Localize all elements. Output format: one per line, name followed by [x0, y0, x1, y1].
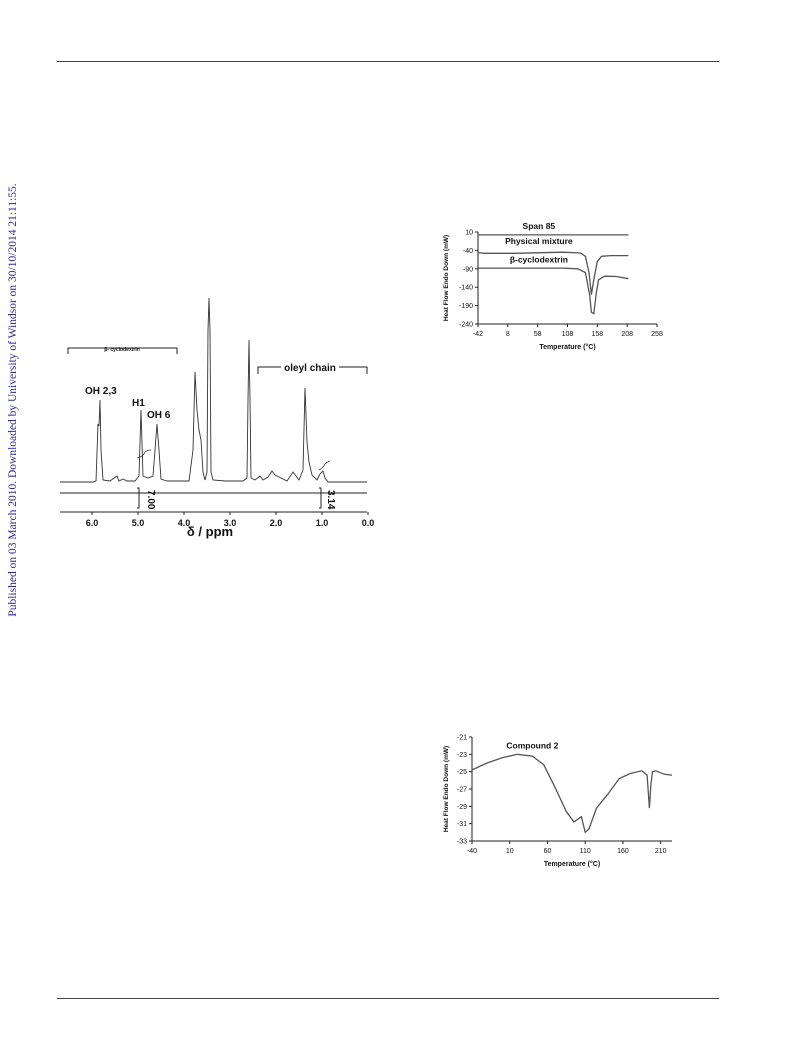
- integral-value-1: 7.00: [145, 490, 156, 510]
- y-tick-label: -31: [457, 821, 467, 828]
- nmr-tick-label: 2.0: [270, 518, 283, 528]
- x-tick-label: 8: [506, 331, 510, 338]
- nmr-spectrum: β- cyclodextrin oleyl chain OH 2,3 H1 OH…: [60, 297, 375, 539]
- series-label: Compound 2: [506, 740, 558, 750]
- series-label: β-cyclodextrin: [510, 255, 568, 265]
- nmr-tick-label: 0.0: [362, 518, 375, 528]
- region-cyclodextrin-label: β- cyclodextrin: [104, 347, 140, 353]
- y-tick-label: -240: [459, 322, 473, 329]
- x-tick-label: 58: [534, 331, 542, 338]
- x-tick-label: 160: [617, 848, 629, 855]
- series-line: [471, 753, 673, 834]
- region-cyclodextrin: β- cyclodextrin: [67, 347, 178, 354]
- dsc-chart-2: -21 -23 -25 -27 -29 -31 -33-40 10 60 110 160 210 Tem…: [443, 735, 673, 868]
- integral-curve-2: [318, 460, 331, 471]
- nmr-x-axis-label: δ / ppm: [187, 524, 233, 539]
- x-tick-label: -42: [473, 331, 483, 338]
- x-tick-label: 158: [591, 331, 603, 338]
- y-axis-title: Heat Flow Endo Down (mW): [443, 235, 450, 321]
- peak-label-oh6: OH 6: [147, 410, 171, 421]
- series-line: [478, 267, 629, 315]
- nmr-spectrum-trace: [60, 297, 367, 483]
- x-tick-label: 258: [651, 331, 663, 338]
- x-tick-label: 208: [621, 331, 633, 338]
- y-tick-label: -90: [463, 266, 473, 273]
- nmr-tick-label: 1.0: [316, 518, 329, 528]
- x-tick-label: 60: [544, 848, 552, 855]
- y-tick-label: -33: [457, 839, 467, 846]
- publication-note: Published on 03 March 2010. Downloaded b…: [2, 160, 24, 640]
- x-tick-label: 210: [655, 848, 667, 855]
- y-tick-label: -29: [457, 804, 467, 811]
- y-tick-label: -25: [457, 769, 467, 776]
- x-tick-label: 10: [506, 848, 514, 855]
- y-tick-label: -190: [459, 303, 473, 310]
- region-oleyl-chain: oleyl chain: [257, 361, 368, 374]
- nmr-tick-label: 3.0: [224, 518, 237, 528]
- series-line: [477, 251, 629, 295]
- x-axis-title: Temperature (°C): [539, 343, 595, 351]
- integral-bracket-1: [137, 487, 140, 509]
- nmr-ticks: 6.0 5.0 4.0 3.0 2.0 1.0 0.0: [86, 512, 375, 528]
- x-tick-label: 108: [562, 331, 574, 338]
- y-axis-title: Heat Flow Endo Down (mW): [443, 746, 450, 832]
- series-label: Span 85: [523, 221, 556, 231]
- peak-label-h1: H1: [132, 398, 145, 409]
- y-tick-label: -40: [463, 248, 473, 255]
- x-axis-title: Temperature (°C): [544, 860, 600, 868]
- region-oleyl-label: oleyl chain: [284, 363, 336, 374]
- nmr-tick-label: 6.0: [86, 518, 99, 528]
- y-tick-label: 10: [465, 230, 473, 237]
- integral-value-2: 3.14: [325, 490, 336, 510]
- x-tick-label: -40: [467, 848, 477, 855]
- y-tick-label: -23: [457, 752, 467, 759]
- y-tick-label: -140: [459, 285, 473, 292]
- y-tick-label: -21: [457, 735, 467, 742]
- peak-label-oh23: OH 2,3: [85, 386, 117, 397]
- publication-note-text: Published on 03 March 2010. Downloaded b…: [7, 183, 19, 617]
- dsc-chart-1: 10 -40 -90 -140 -190 -240-42 8 58 108 158 208 258 Te…: [443, 221, 663, 351]
- integral-bracket-2: [319, 487, 322, 509]
- top-rule: [57, 61, 719, 62]
- y-tick-label: -27: [457, 787, 467, 794]
- integral-curve-1: [136, 449, 152, 459]
- bottom-rule: [57, 998, 719, 999]
- nmr-tick-label: 4.0: [178, 518, 191, 528]
- series-label: Physical mixture: [505, 236, 573, 246]
- nmr-tick-label: 5.0: [132, 518, 145, 528]
- x-tick-label: 110: [580, 848, 591, 855]
